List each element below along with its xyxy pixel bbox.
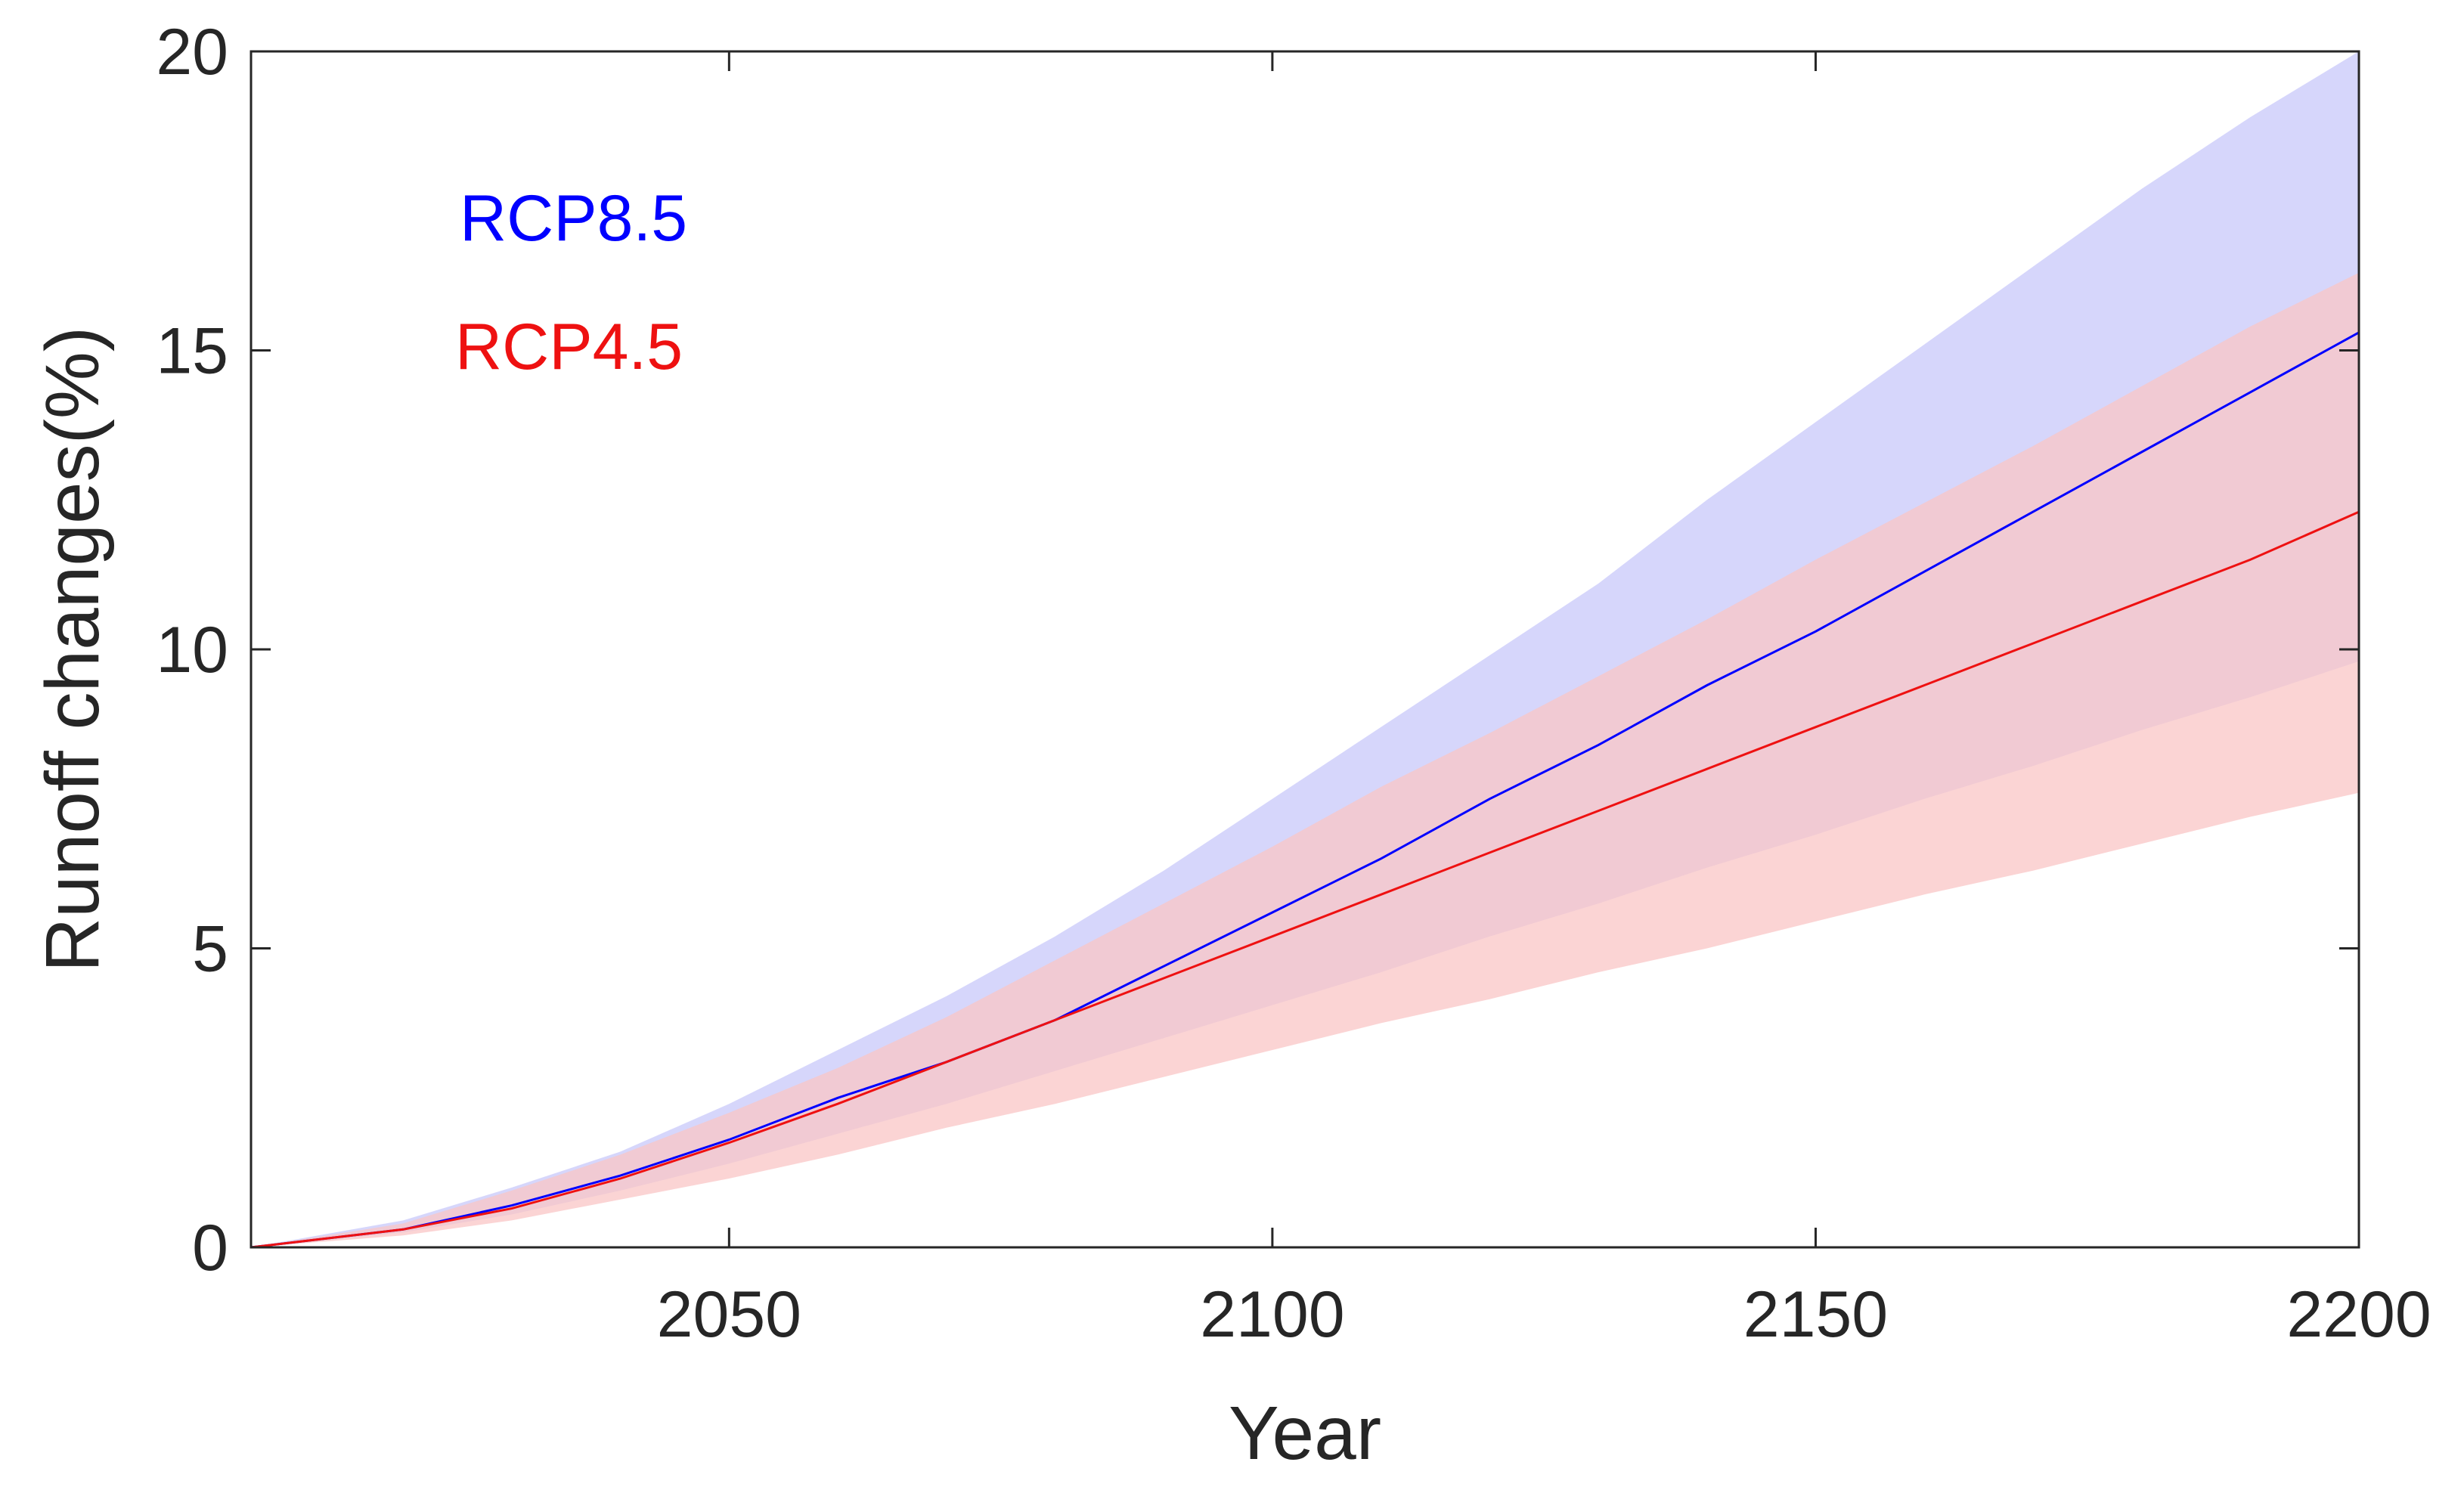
legend-label-rcp45: RCP4.5	[455, 311, 683, 383]
x-tick-label: 2050	[657, 1278, 801, 1351]
y-tick-label: 15	[156, 315, 228, 388]
y-tick-label: 5	[192, 913, 228, 986]
y-axis-title: Runoff changes(%)	[30, 327, 115, 972]
line-rcp85	[250, 331, 2360, 1249]
line-rcp45	[250, 510, 2360, 1249]
series-lines	[250, 331, 2360, 1249]
x-tick-label: 2200	[2286, 1278, 2431, 1351]
y-tick-label: 0	[192, 1212, 228, 1284]
legend-label-rcp85: RCP8.5	[460, 182, 687, 255]
axis-ticks: 2050 2100 2150 2200 0 5 10 15 20	[156, 16, 2431, 1351]
y-tick-label: 20	[156, 16, 228, 88]
x-tick-label: 2150	[1743, 1278, 1888, 1351]
x-tick-label: 2100	[1200, 1278, 1344, 1351]
legend: RCP8.5 RCP4.5	[455, 182, 687, 383]
x-axis-title: Year	[1229, 1391, 1381, 1476]
uncertainty-bands	[251, 51, 2359, 1248]
y-tick-label: 10	[156, 614, 228, 686]
band-rcp45	[251, 272, 2359, 1248]
